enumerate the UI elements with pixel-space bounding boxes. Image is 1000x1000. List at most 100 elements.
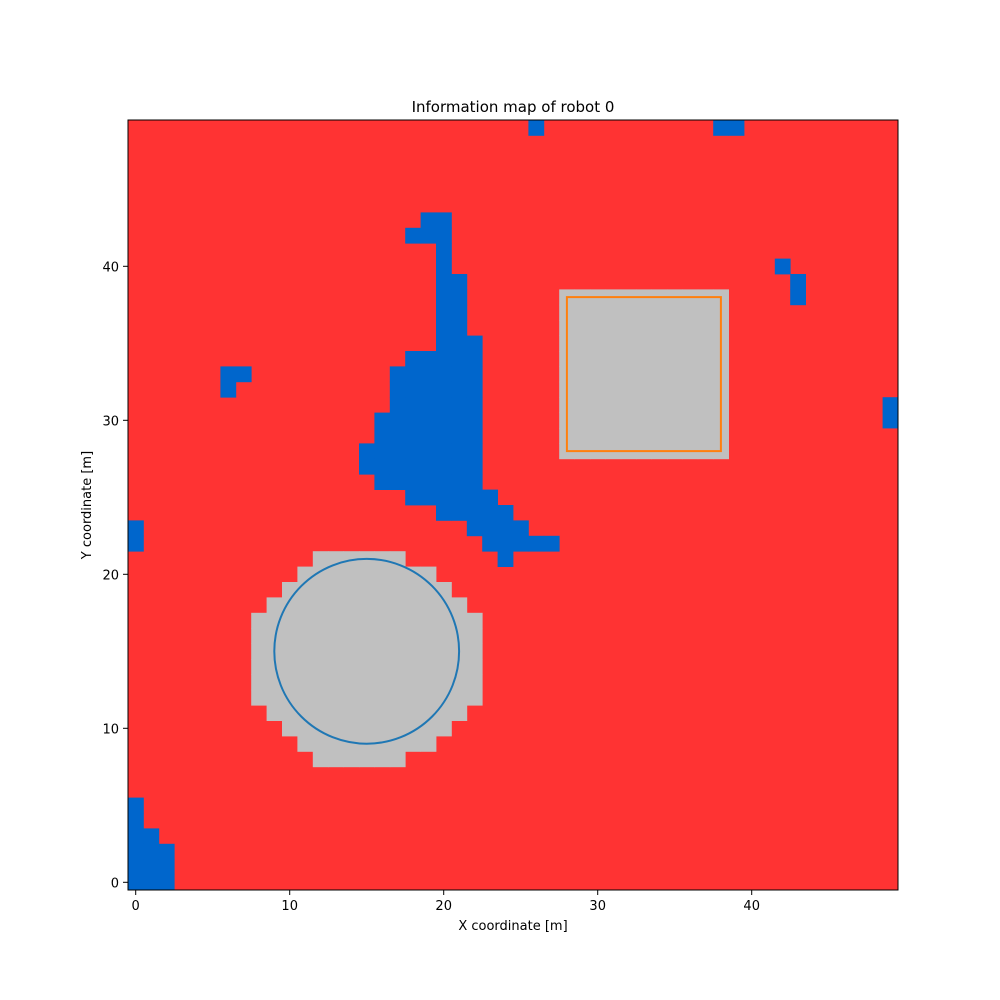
obstacle-cell xyxy=(420,689,437,706)
obstacle-cell xyxy=(590,335,606,352)
y-tick-label: 40 xyxy=(102,260,119,275)
obstacle-cell xyxy=(374,597,391,614)
explored-cell xyxy=(374,428,391,444)
obstacle-cell xyxy=(328,582,344,598)
obstacle-cell xyxy=(343,551,360,567)
obstacle-cell xyxy=(436,705,452,721)
obstacle-cell xyxy=(405,736,421,752)
obstacle-cell xyxy=(605,381,622,398)
obstacle-cell xyxy=(266,628,283,644)
obstacle-cell xyxy=(574,381,591,398)
obstacle-cell xyxy=(389,674,406,691)
explored-cell xyxy=(436,243,452,259)
obstacle-cell xyxy=(328,597,344,614)
explored-cell xyxy=(482,520,498,537)
explored-cell xyxy=(436,212,452,229)
explored-cell xyxy=(420,443,437,460)
obstacle-cell xyxy=(359,705,375,721)
x-tick-label: 40 xyxy=(743,899,760,914)
obstacle-cell xyxy=(620,397,637,413)
explored-cell xyxy=(420,366,437,383)
obstacle-cell xyxy=(297,720,314,737)
obstacle-cell xyxy=(667,428,683,444)
obstacle-cell xyxy=(636,412,652,429)
explored-cell xyxy=(513,535,529,552)
obstacle-cell xyxy=(359,720,375,737)
obstacle-cell xyxy=(389,659,406,675)
obstacle-cell xyxy=(359,612,375,629)
explored-cell xyxy=(451,428,468,444)
obstacle-cell xyxy=(297,643,314,660)
explored-cell xyxy=(389,428,406,444)
obstacle-cell xyxy=(328,628,344,644)
x-axis-label: X coordinate [m] xyxy=(458,919,567,934)
explored-cell xyxy=(220,366,237,383)
explored-cell xyxy=(143,843,160,860)
obstacle-cell xyxy=(374,628,391,644)
obstacle-cell xyxy=(667,412,683,429)
obstacle-cell xyxy=(405,582,421,598)
obstacle-cell xyxy=(420,705,437,721)
obstacle-cell xyxy=(405,566,421,583)
explored-cell xyxy=(436,397,452,413)
obstacle-cell xyxy=(343,720,360,737)
obstacle-cell xyxy=(282,705,298,721)
explored-cell xyxy=(451,397,468,413)
obstacle-cell xyxy=(389,628,406,644)
obstacle-cell xyxy=(359,689,375,706)
explored-cell xyxy=(158,843,175,860)
obstacle-cell xyxy=(297,612,314,629)
obstacle-cell xyxy=(282,674,298,691)
obstacle-cell xyxy=(651,428,668,444)
explored-cell xyxy=(389,443,406,460)
obstacle-cell xyxy=(574,366,591,383)
obstacle-cell xyxy=(620,335,637,352)
explored-cell xyxy=(436,443,452,460)
obstacle-cell xyxy=(297,597,314,614)
explored-cell xyxy=(451,412,468,429)
obstacle-cell xyxy=(359,566,375,583)
explored-cell xyxy=(497,520,514,537)
obstacle-cell xyxy=(697,304,714,321)
explored-cell xyxy=(497,551,514,567)
obstacle-cell xyxy=(312,720,329,737)
obstacle-cell xyxy=(266,659,283,675)
explored-cell xyxy=(451,304,468,321)
obstacle-cell xyxy=(405,597,421,614)
explored-cell xyxy=(466,505,483,521)
obstacle-cell xyxy=(343,612,360,629)
explored-cell xyxy=(513,520,529,537)
explored-cell xyxy=(374,458,391,475)
obstacle-cell xyxy=(328,566,344,583)
explored-cell xyxy=(774,258,791,275)
obstacle-cell xyxy=(297,659,314,675)
explored-cell xyxy=(128,813,144,829)
obstacle-cell xyxy=(605,428,622,444)
obstacle-cell xyxy=(266,705,283,721)
obstacle-cell xyxy=(636,351,652,367)
explored-cell xyxy=(420,381,437,398)
obstacle-cell xyxy=(343,566,360,583)
obstacle-cell xyxy=(312,597,329,614)
explored-cell xyxy=(359,458,375,475)
obstacle-cell xyxy=(451,659,468,675)
obstacle-cell xyxy=(297,674,314,691)
explored-cell xyxy=(466,381,483,398)
explored-cell xyxy=(389,381,406,398)
obstacle-cell xyxy=(405,643,421,660)
obstacle-cell xyxy=(343,628,360,644)
explored-cell xyxy=(436,381,452,398)
obstacle-cell xyxy=(420,720,437,737)
obstacle-cell xyxy=(697,366,714,383)
obstacle-cell xyxy=(620,351,637,367)
x-tick-label: 0 xyxy=(132,899,140,914)
obstacle-cell xyxy=(605,335,622,352)
obstacle-cell xyxy=(636,366,652,383)
explored-cell xyxy=(451,366,468,383)
explored-cell xyxy=(436,304,452,321)
obstacle-cell xyxy=(451,628,468,644)
obstacle-cell xyxy=(359,751,375,768)
explored-cell xyxy=(451,458,468,475)
explored-cell xyxy=(143,874,160,891)
obstacle-cell xyxy=(605,412,622,429)
